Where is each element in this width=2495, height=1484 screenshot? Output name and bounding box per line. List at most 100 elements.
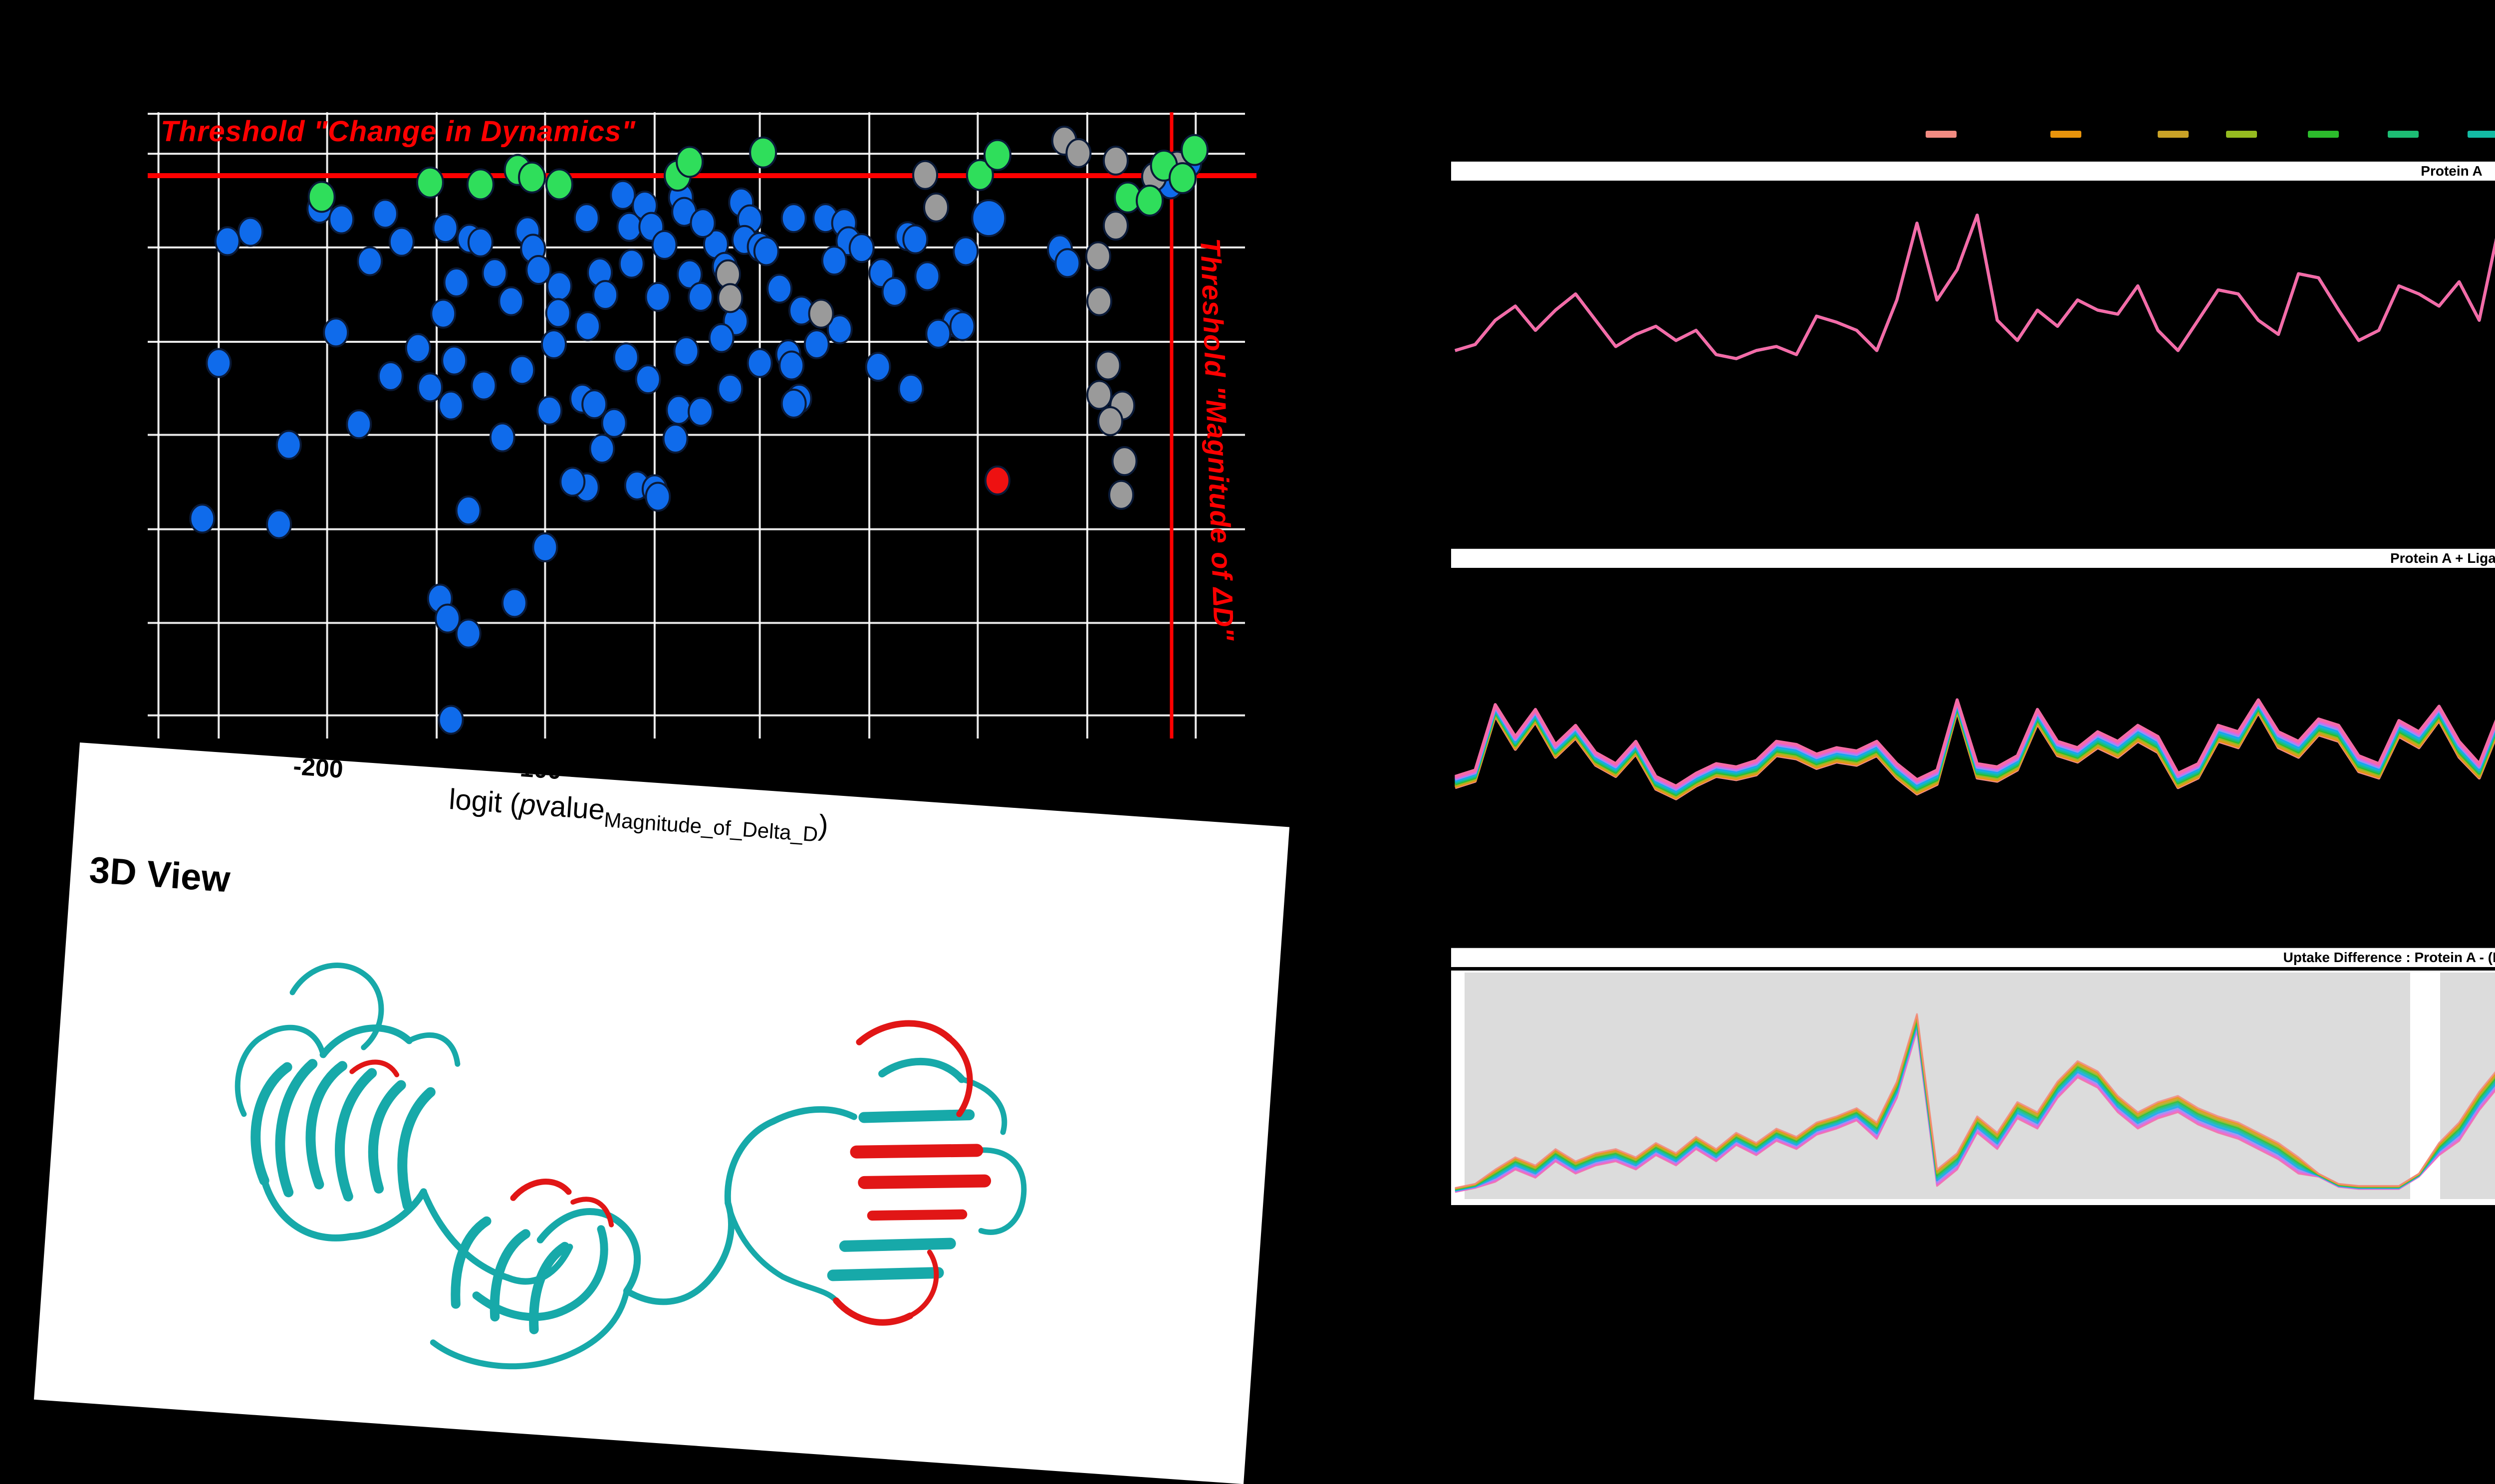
data-point-gray[interactable] [912,160,939,190]
data-point-green[interactable] [518,161,546,194]
data-point-blue[interactable] [589,434,615,464]
data-point-blue[interactable] [865,352,891,382]
data-point-gray[interactable] [717,283,744,313]
data-point-blue[interactable] [662,424,689,454]
legend-swatch-1[interactable] [1926,131,1957,138]
data-point-blue[interactable] [467,227,494,257]
data-point-blue[interactable] [323,317,349,348]
data-point-blue[interactable] [690,208,716,239]
legend-swatch-7[interactable] [2468,131,2495,138]
data-point-gray[interactable] [1086,380,1113,410]
data-point-blue[interactable] [581,389,608,420]
data-point-blue[interactable] [635,364,661,395]
data-point-blue[interactable] [328,204,355,235]
data-point-green[interactable] [749,136,777,169]
uptake-plot-protein-a[interactable] [1451,182,2495,546]
data-point-gray[interactable] [1102,211,1129,241]
data-point-blue[interactable] [902,224,929,254]
volcano-plot[interactable] [140,98,1257,746]
data-point-gray[interactable] [1111,446,1138,477]
data-point-blue[interactable] [206,348,232,378]
data-point-blue[interactable] [275,430,302,460]
data-point-green[interactable] [1136,185,1164,217]
data-point-green[interactable] [416,166,444,199]
data-point-gray[interactable] [923,192,950,223]
data-point-blue[interactable] [613,342,639,373]
data-point-blue[interactable] [266,509,292,539]
data-point-green[interactable] [545,168,573,201]
data-point-blue[interactable] [430,298,457,329]
data-point-blue[interactable] [575,311,601,341]
data-point-blue[interactable] [953,236,979,266]
data-point-green[interactable] [466,168,495,201]
data-point-blue[interactable] [501,588,527,618]
data-point-blue[interactable] [482,258,508,288]
data-point-blue-large[interactable] [971,199,1006,238]
data-point-blue[interactable] [708,323,735,353]
data-point-blue[interactable] [601,408,627,438]
data-point-blue[interactable] [546,271,572,301]
data-point-green[interactable] [1181,134,1209,166]
data-point-blue[interactable] [405,333,431,363]
data-point-blue[interactable] [377,361,404,391]
legend-swatch-5[interactable] [2308,131,2339,138]
data-point-blue[interactable] [438,705,464,735]
data-point-blue[interactable] [610,180,636,210]
data-point-green[interactable] [1168,162,1197,194]
data-point-blue[interactable] [540,329,567,359]
protein-structure[interactable] [144,895,1130,1484]
data-point-blue[interactable] [536,395,563,426]
data-point-blue[interactable] [848,233,875,263]
data-point-blue[interactable] [441,345,468,376]
data-point-red[interactable] [984,465,1010,495]
data-point-blue[interactable] [189,503,216,534]
data-point-blue[interactable] [688,397,714,427]
legend-swatch-2[interactable] [2050,131,2081,138]
data-point-gray[interactable] [1085,241,1111,271]
data-point-blue[interactable] [559,467,586,497]
data-point-blue[interactable] [766,273,793,304]
data-point-gray[interactable] [808,298,834,329]
data-point-blue[interactable] [532,532,558,562]
data-point-blue[interactable] [455,618,482,649]
legend-swatch-3[interactable] [2158,131,2189,138]
data-point-blue[interactable] [357,246,383,276]
data-point-blue[interactable] [645,482,671,512]
data-point-blue[interactable] [443,267,470,298]
data-point-blue[interactable] [545,298,571,328]
data-point-blue[interactable] [435,603,461,634]
data-point-blue[interactable] [898,373,924,404]
legend-swatch-4[interactable] [2226,131,2257,138]
data-point-green[interactable] [676,146,704,178]
data-point-blue[interactable] [432,213,459,244]
data-point-blue[interactable] [525,255,552,285]
data-point-blue[interactable] [455,495,482,526]
data-point-blue[interactable] [803,329,830,359]
data-point-blue[interactable] [471,370,497,401]
data-point-blue[interactable] [573,203,600,234]
data-point-blue[interactable] [949,311,976,341]
data-point-green[interactable] [983,139,1011,171]
data-point-blue[interactable] [489,422,515,453]
data-point-blue[interactable] [237,217,263,247]
data-point-blue[interactable] [780,203,807,234]
data-point-green[interactable] [966,159,994,191]
data-point-blue[interactable] [688,281,714,312]
data-point-blue[interactable] [747,348,773,378]
uptake-difference-plot[interactable] [1451,968,2495,1205]
data-point-blue[interactable] [821,246,847,276]
data-point-green[interactable] [307,181,336,213]
data-point-blue[interactable] [753,236,779,266]
data-point-blue[interactable] [881,276,908,307]
data-point-blue[interactable] [618,248,645,279]
data-point-gray[interactable] [1108,480,1134,510]
data-point-gray[interactable] [1086,286,1113,316]
data-point-blue[interactable] [717,373,744,404]
data-point-blue[interactable] [780,388,807,419]
data-point-blue[interactable] [778,350,805,381]
data-point-blue[interactable] [438,390,464,421]
data-point-blue[interactable] [372,199,398,229]
data-point-blue[interactable] [914,261,941,291]
data-point-blue[interactable] [673,336,700,366]
data-point-blue[interactable] [417,372,443,403]
